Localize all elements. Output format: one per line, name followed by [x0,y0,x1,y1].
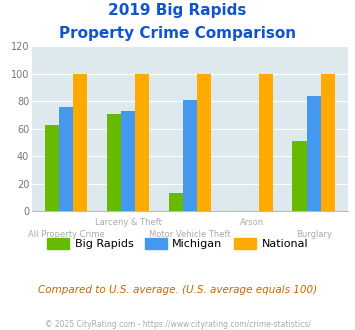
Bar [321,74,335,211]
Bar [45,124,59,211]
Bar [293,141,307,211]
Bar [259,74,273,211]
Bar [121,111,135,211]
Bar [59,107,73,211]
Legend: Big Rapids, Michigan, National: Big Rapids, Michigan, National [43,234,312,253]
Text: 2019 Big Rapids: 2019 Big Rapids [108,3,247,18]
Bar [135,74,149,211]
Bar [73,74,87,211]
Text: © 2025 CityRating.com - https://www.cityrating.com/crime-statistics/: © 2025 CityRating.com - https://www.city… [45,320,310,329]
Bar [183,100,197,211]
Bar [307,96,321,211]
Bar [169,193,183,211]
Bar [106,114,121,211]
Text: Property Crime Comparison: Property Crime Comparison [59,26,296,41]
Text: Arson: Arson [240,218,264,227]
Text: Burglary: Burglary [296,230,332,239]
Text: All Property Crime: All Property Crime [28,230,104,239]
Bar [197,74,211,211]
Text: Larceny & Theft: Larceny & Theft [94,218,162,227]
Text: Compared to U.S. average. (U.S. average equals 100): Compared to U.S. average. (U.S. average … [38,285,317,295]
Text: Motor Vehicle Theft: Motor Vehicle Theft [149,230,231,239]
